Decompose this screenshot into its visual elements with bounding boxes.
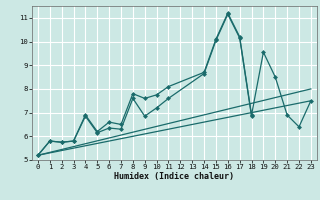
- X-axis label: Humidex (Indice chaleur): Humidex (Indice chaleur): [115, 172, 234, 181]
